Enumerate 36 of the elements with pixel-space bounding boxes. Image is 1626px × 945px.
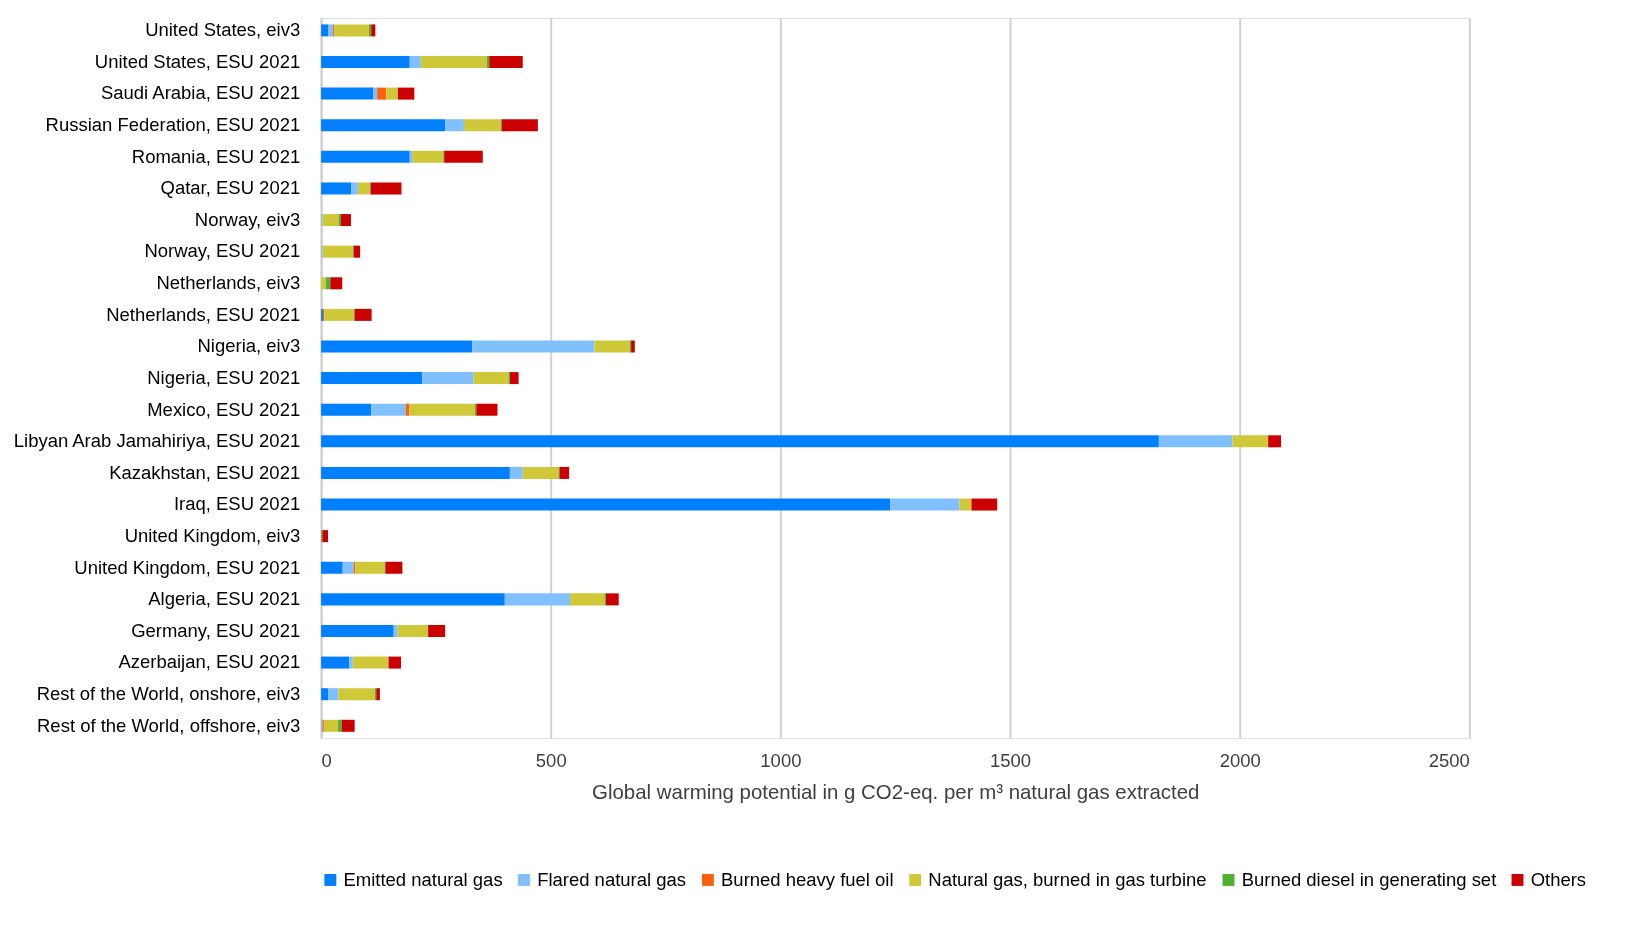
y-tick-label: United States, ESU 2021 [94,50,301,72]
x-axis-title: Global warming potential in g CO2-eq. per m³ natural gas extracted [592,780,1200,803]
y-tick-label: Nigeria, ESU 2021 [147,366,301,388]
y-tick-label: Libyan Arab Jamahiriya, ESU 2021 [13,430,301,452]
y-tick-label: Russian Federation, ESU 2021 [45,114,301,136]
x-tick-label: 2500 [1428,749,1470,771]
y-tick-label: Algeria, ESU 2021 [148,588,301,610]
x-tick-label: 500 [535,749,567,771]
y-tick-label: Norway, ESU 2021 [144,240,301,262]
y-tick-label: Rest of the World, onshore, eiv3 [36,683,301,705]
y-tick-label: Romania, ESU 2021 [131,145,301,167]
y-tick-label: United Kingdom, ESU 2021 [74,556,301,578]
x-tick-label: 0 [321,749,332,771]
y-tick-label: Germany, ESU 2021 [131,619,301,641]
y-tick-label: Netherlands, ESU 2021 [106,303,301,325]
x-tick-label: 2000 [1219,749,1261,771]
y-tick-label: Nigeria, eiv3 [197,335,301,357]
y-tick-label: Rest of the World, offshore, eiv3 [37,714,301,736]
legend-label: Others [1530,868,1587,890]
y-tick-label: Norway, eiv3 [194,208,301,230]
legend-label: Burned heavy fuel oil [721,868,894,890]
y-tick-label: Kazakhstan, ESU 2021 [109,461,301,483]
legend-label: Flared natural gas [537,868,686,890]
y-tick-label: United States, eiv3 [145,19,301,41]
y-tick-label: Mexico, ESU 2021 [147,398,301,420]
y-tick-label: Azerbaijan, ESU 2021 [118,651,301,673]
y-tick-label: Qatar, ESU 2021 [160,177,301,199]
legend-label: Emitted natural gas [343,868,503,890]
legend-label: Burned diesel in generating set [1241,868,1497,890]
y-tick-label: United Kingdom, eiv3 [124,524,301,546]
legend-label: Natural gas, burned in gas turbine [928,868,1207,890]
y-tick-label: Saudi Arabia, ESU 2021 [100,82,301,104]
x-tick-label: 1000 [760,749,802,771]
y-tick-label: Iraq, ESU 2021 [173,493,301,515]
y-tick-label: Netherlands, eiv3 [156,272,301,294]
x-tick-label: 1500 [989,749,1032,771]
